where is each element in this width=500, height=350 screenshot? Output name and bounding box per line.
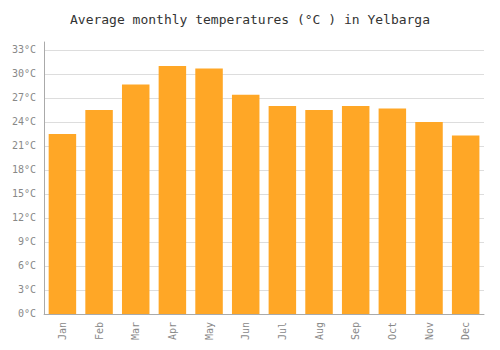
svg-text:21°C: 21°C bbox=[12, 140, 36, 151]
svg-text:Jan: Jan bbox=[57, 322, 68, 340]
svg-text:Jul: Jul bbox=[277, 322, 288, 340]
svg-text:27°C: 27°C bbox=[12, 92, 36, 103]
svg-text:12°C: 12°C bbox=[12, 212, 36, 223]
svg-text:6°C: 6°C bbox=[18, 260, 36, 271]
svg-text:18°C: 18°C bbox=[12, 164, 36, 175]
svg-text:0°C: 0°C bbox=[18, 308, 36, 319]
svg-text:Jun: Jun bbox=[240, 322, 251, 340]
svg-text:Apr: Apr bbox=[167, 322, 178, 340]
svg-text:15°C: 15°C bbox=[12, 188, 36, 199]
svg-text:Mar: Mar bbox=[130, 322, 141, 340]
svg-text:Feb: Feb bbox=[94, 322, 105, 340]
svg-text:Aug: Aug bbox=[314, 322, 325, 340]
svg-text:33°C: 33°C bbox=[12, 44, 36, 55]
svg-text:30°C: 30°C bbox=[12, 68, 36, 79]
svg-text:Nov: Nov bbox=[424, 322, 435, 340]
svg-text:24°C: 24°C bbox=[12, 116, 36, 127]
svg-text:Oct: Oct bbox=[387, 322, 398, 340]
svg-text:3°C: 3°C bbox=[18, 284, 36, 295]
svg-text:May: May bbox=[204, 322, 215, 340]
svg-text:Average monthly temperatures (: Average monthly temperatures (°C ) in Ye… bbox=[70, 12, 430, 27]
svg-text:9°C: 9°C bbox=[18, 236, 36, 247]
svg-text:Dec: Dec bbox=[460, 322, 471, 340]
svg-text:Sep: Sep bbox=[350, 322, 361, 340]
